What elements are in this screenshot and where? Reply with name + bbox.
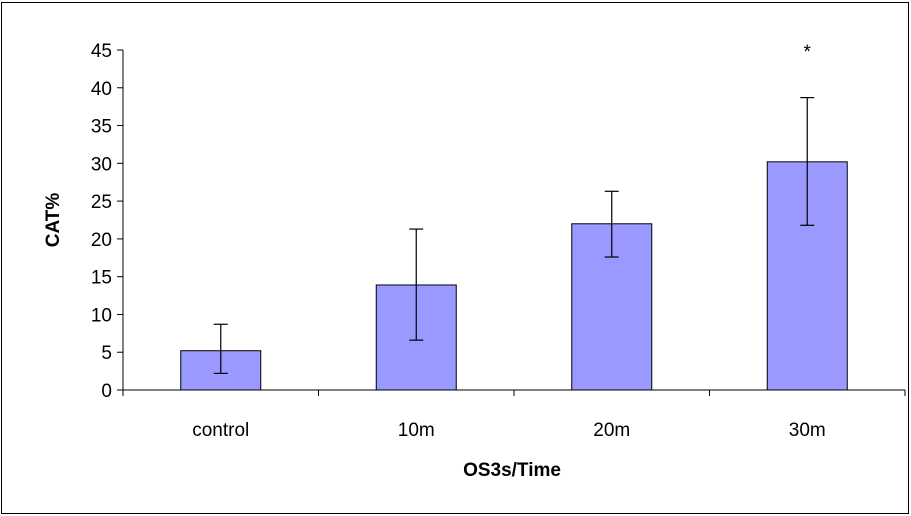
x-tick-label: 30m — [789, 420, 826, 441]
y-axis-title: CAT% — [43, 193, 64, 248]
y-tick-label: 30 — [91, 154, 112, 175]
y-tick-label: 15 — [91, 268, 112, 289]
x-tick-label: 20m — [593, 420, 630, 441]
x-tick-label: control — [192, 420, 249, 441]
y-tick-label: 35 — [91, 117, 112, 138]
y-tick-label: 20 — [91, 230, 112, 251]
y-tick-label: 40 — [91, 79, 112, 100]
error-bars — [213, 96, 815, 374]
bar-series — [180, 161, 848, 391]
significance-marker: * — [804, 42, 812, 63]
y-tick-label: 0 — [101, 381, 112, 402]
y-tick-label: 45 — [91, 41, 112, 62]
x-tick-label: 10m — [398, 420, 435, 441]
y-tick-label: 5 — [101, 343, 112, 364]
y-tick-label: 10 — [91, 305, 112, 326]
x-axis-ticks: control 10m 20m 30m — [122, 390, 906, 441]
annotations: * — [804, 42, 812, 63]
x-axis-title: OS3s/Time — [463, 460, 561, 481]
y-axis-ticks: 0 5 10 15 20 25 30 35 40 45 — [91, 41, 123, 402]
y-tick-label: 25 — [91, 192, 112, 213]
